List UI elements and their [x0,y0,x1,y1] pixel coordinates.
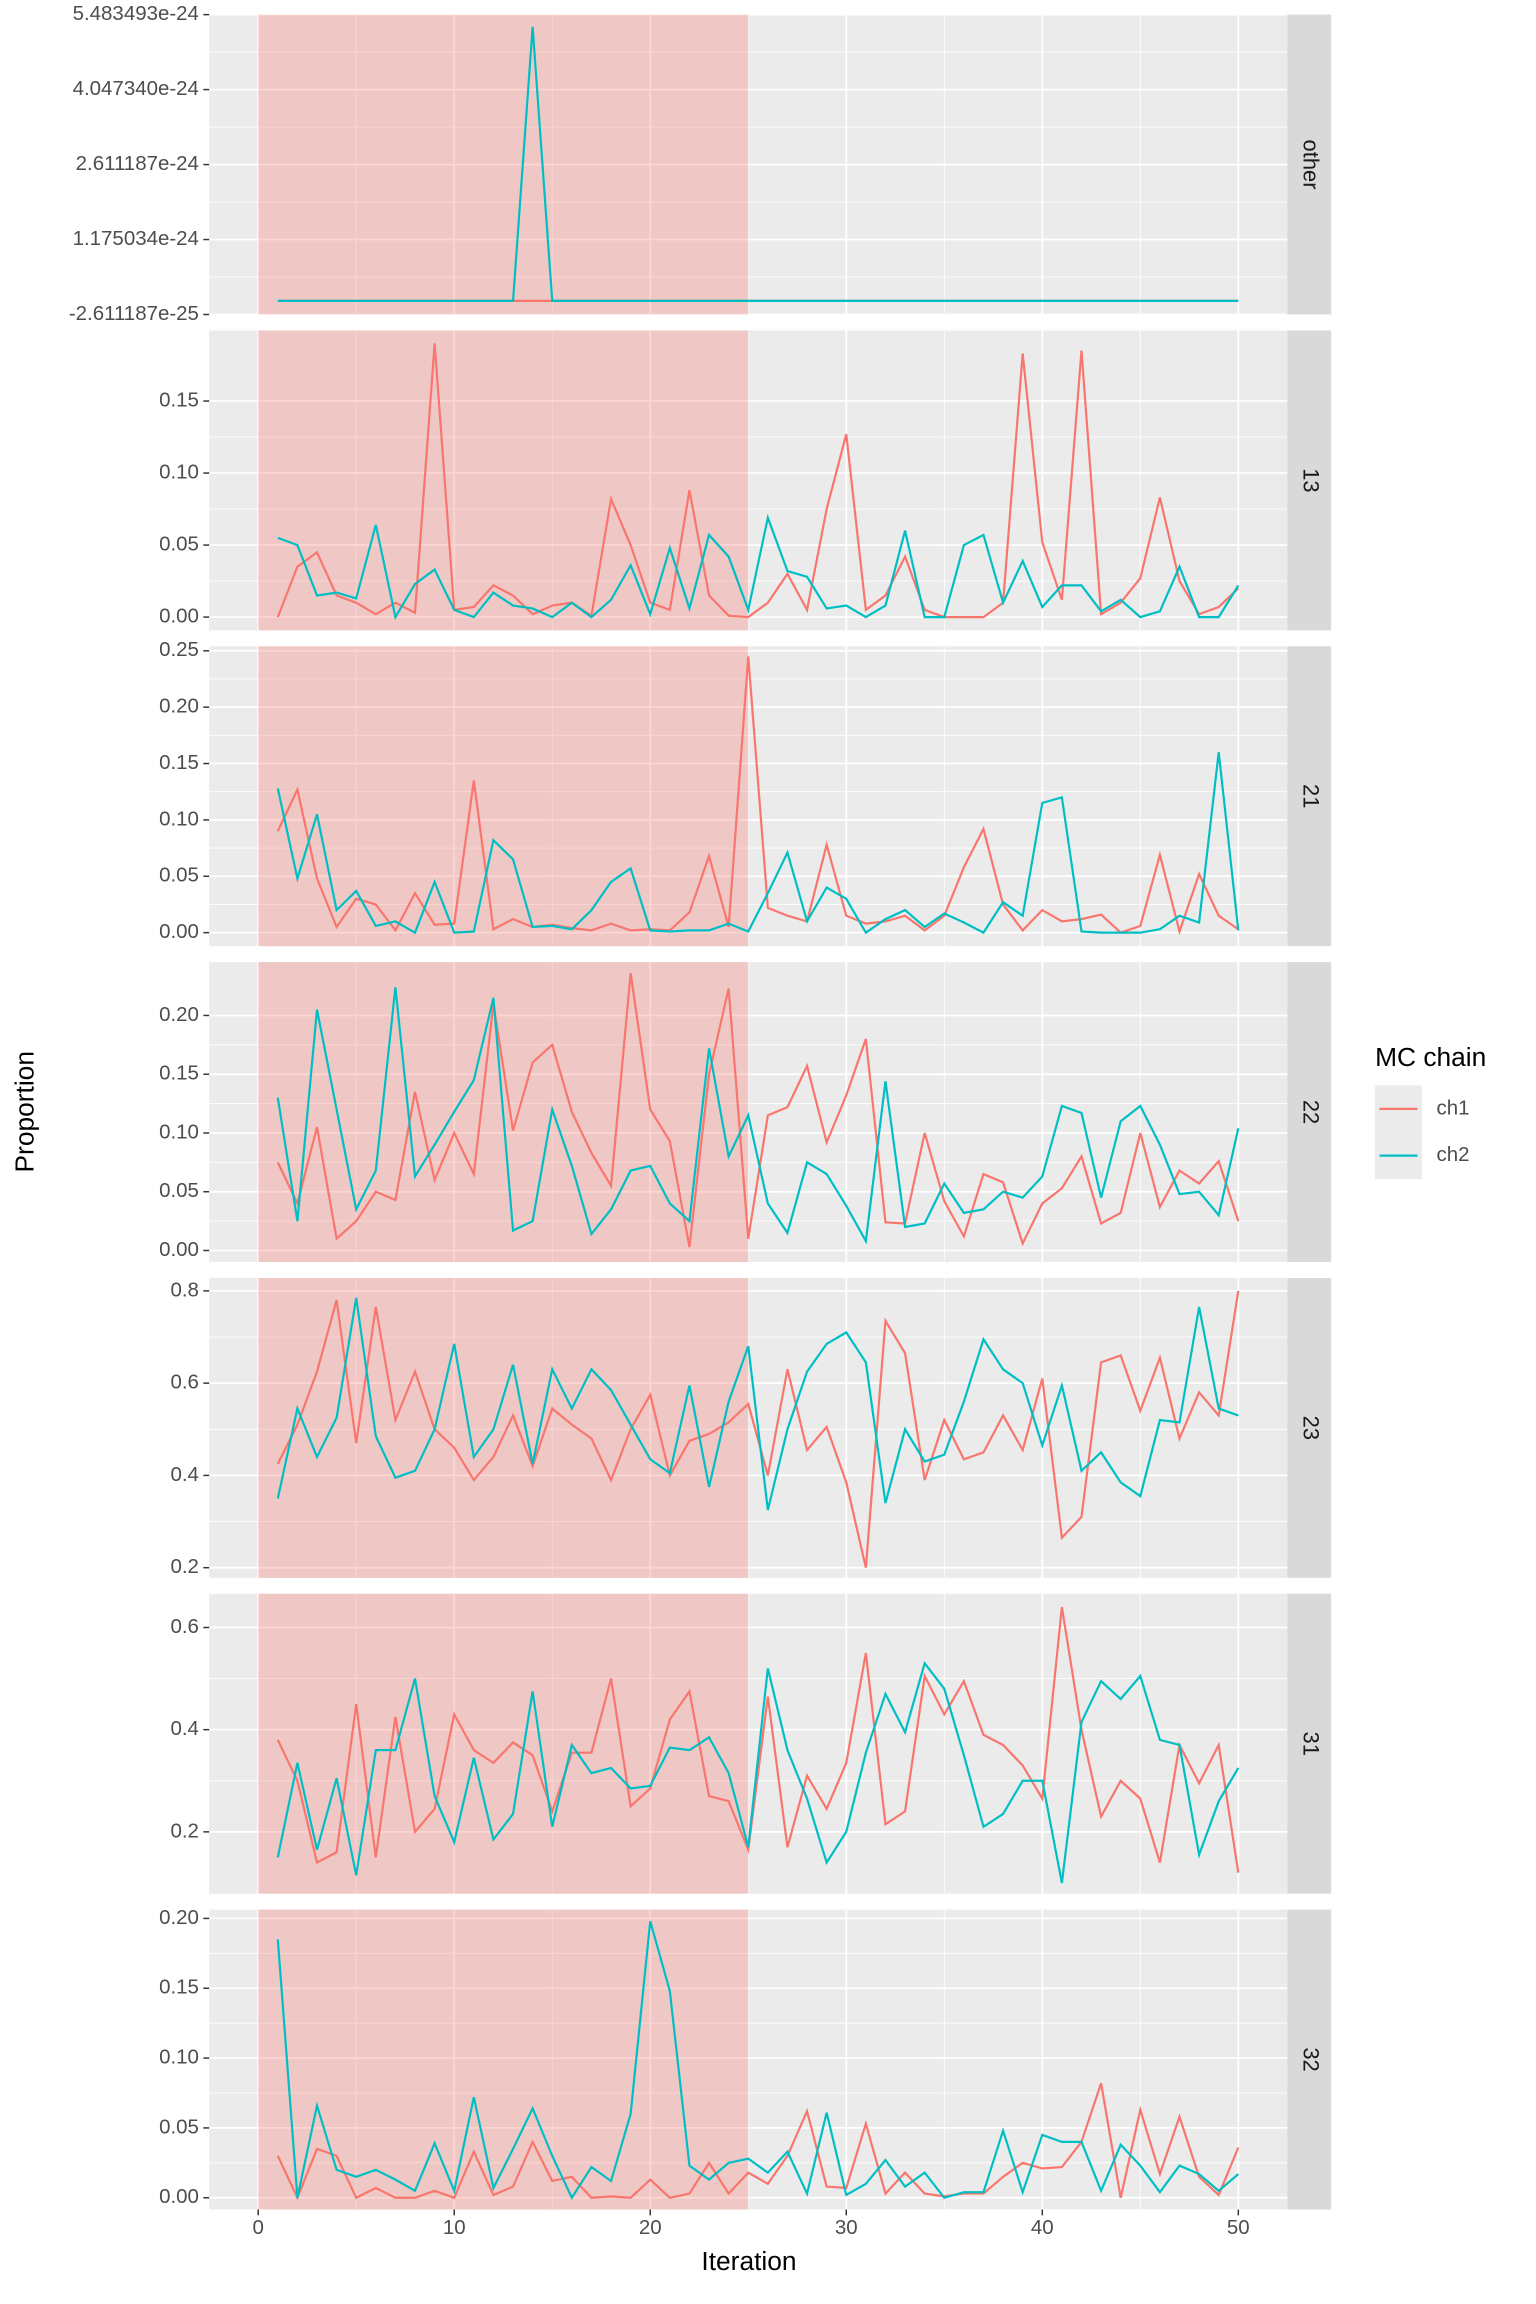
x-tick-label: 40 [1031,2216,1054,2239]
y-tick-label: 0.2 [170,1819,198,1842]
y-tick-label: 0.05 [159,2115,199,2138]
series-line [276,656,1239,936]
series-line [276,1290,1240,1568]
series-line [276,343,1240,619]
y-tick-label: 0.00 [159,2185,199,2208]
series-line [276,1660,1240,1884]
y-tick-label: 0.25 [159,638,199,661]
y-tick-label: -2.611187e-25 [69,302,199,325]
series-line [276,987,1240,1245]
strip-label: other [1298,140,1323,190]
y-axis-title: Proportion [9,1051,39,1172]
legend-label: ch1 [1437,1096,1470,1119]
strip-label: 31 [1298,1732,1323,1756]
series-line [276,1920,1240,2201]
strip-background [1287,14,1332,315]
series-line [276,2082,1240,2201]
shaded-region [258,1909,749,2210]
y-tick-label: 2.611187e-24 [76,152,199,175]
strip-background [1287,1277,1332,1578]
y-tick-label: 0.20 [159,1906,199,1929]
series-line [276,1297,1239,1511]
y-tick-label: 0.2 [170,1555,198,1578]
y-tick-label: 0.15 [159,1062,199,1085]
series-line [277,513,1240,621]
y-tick-label: 0.15 [159,751,199,774]
y-tick-label: 0.10 [159,1120,199,1143]
y-tick-label: 5.483493e-24 [73,2,199,25]
y-tick-label: 0.05 [159,532,199,555]
y-tick-label: 0.6 [170,1615,198,1638]
shaded-region [258,1593,749,1894]
strip-label: 23 [1298,1416,1323,1440]
shaded-region [258,646,749,947]
y-tick-label: 0.05 [159,864,199,887]
y-tick-label: 0.00 [159,920,199,943]
series-line [276,752,1240,935]
y-tick-label: 0.4 [170,1463,198,1486]
y-tick-label: 0.6 [170,1371,198,1394]
strip-label: 21 [1298,784,1323,808]
y-tick-label: 0.15 [159,388,199,411]
y-tick-label: 1.175034e-24 [73,227,199,250]
series-line [276,973,1240,1248]
y-tick-label: 0.8 [170,1278,198,1301]
shaded-region [258,14,749,315]
y-tick-label: 0.10 [159,807,199,830]
y-tick-label: 0.4 [170,1717,198,1740]
legend-label: ch2 [1437,1143,1470,1166]
strip-background [1287,1593,1332,1894]
series-line [276,1606,1240,1873]
y-tick-label: 0.00 [159,604,199,627]
y-tick-label: 0.00 [159,1238,199,1261]
y-tick-label: 0.10 [159,2045,199,2068]
strip-background [1287,646,1332,947]
strip-background [1287,1909,1332,2210]
y-tick-label: 0.15 [159,1976,199,1999]
y-tick-label: 0.10 [159,460,199,483]
x-tick-label: 30 [835,2216,858,2239]
shaded-region [258,330,749,631]
strip-label: 22 [1298,1100,1323,1124]
y-tick-label: 0.20 [159,695,199,718]
y-tick-label: 0.05 [159,1179,199,1202]
x-tick-label: 50 [1227,2216,1250,2239]
strip-label: 32 [1298,2047,1323,2071]
x-tick-label: 0 [252,2216,263,2239]
x-axis-title: Iteration [701,2246,796,2276]
strip-background [1287,330,1332,631]
y-tick-label: 4.047340e-24 [73,77,199,100]
x-tick-label: 10 [443,2216,466,2239]
series-line [277,26,1239,302]
strip-label: 13 [1298,468,1323,492]
legend-title: MC chain [1375,1042,1486,1072]
y-tick-label: 0.20 [159,1003,199,1026]
strip-background [1287,962,1332,1263]
x-tick-label: 20 [639,2216,662,2239]
